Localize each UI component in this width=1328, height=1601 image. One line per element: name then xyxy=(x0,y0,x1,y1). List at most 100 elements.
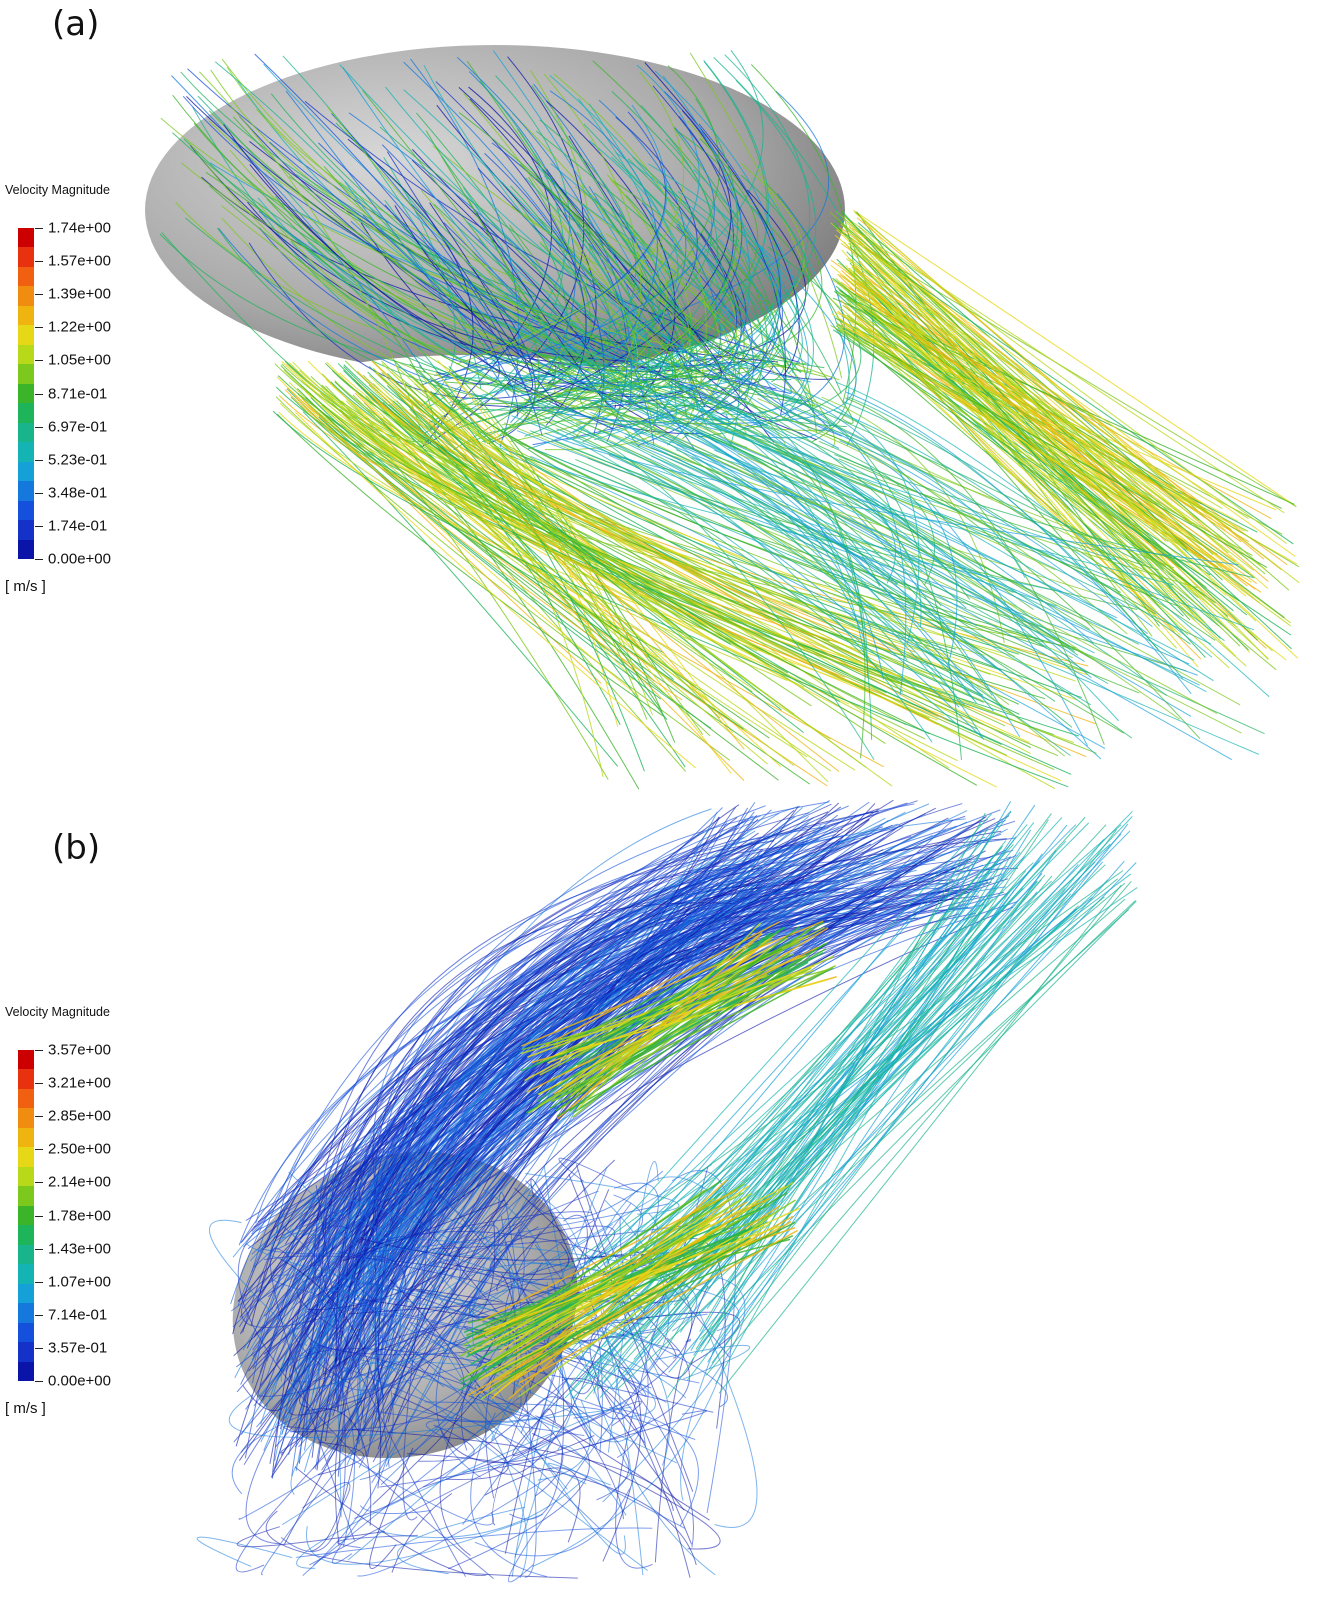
streamline xyxy=(463,1205,767,1334)
streamline xyxy=(296,388,779,781)
streamline xyxy=(503,422,1073,659)
colorbar-tick-label: 1.74e+00 xyxy=(48,219,111,237)
streamline xyxy=(254,53,526,388)
streamline xyxy=(708,850,1057,1370)
streamline xyxy=(320,385,832,772)
streamline xyxy=(847,218,1287,544)
colorbar-band xyxy=(18,305,34,326)
streamline xyxy=(396,1226,626,1555)
colorbar-tick-label: 3.57e+00 xyxy=(48,1041,111,1059)
streamline xyxy=(294,1466,487,1576)
streamline xyxy=(426,1419,585,1441)
streamline xyxy=(579,973,768,1079)
streamline xyxy=(572,943,826,1114)
streamline xyxy=(289,362,697,687)
streamline xyxy=(718,884,1122,1394)
colorbar-tick-label: 2.50e+00 xyxy=(48,1140,111,1158)
streamline xyxy=(378,1211,593,1244)
colorbar-tick-label: 1.57e+00 xyxy=(48,252,111,270)
streamline xyxy=(583,123,814,414)
colorbar-tick-label: 2.85e+00 xyxy=(48,1107,111,1125)
colorbar-tick-label: 0.00e+00 xyxy=(48,1372,111,1390)
streamline xyxy=(344,181,770,366)
streamline xyxy=(424,1401,605,1419)
colorbar-tick xyxy=(35,459,43,461)
streamline xyxy=(491,1237,751,1388)
streamline xyxy=(524,98,739,437)
streamline xyxy=(576,232,650,443)
streamline xyxy=(382,401,957,650)
streamline xyxy=(597,1363,626,1420)
streamline xyxy=(449,140,679,403)
streamline xyxy=(258,227,720,399)
streamline xyxy=(679,420,881,587)
streamline xyxy=(847,298,1207,534)
colorbar-tick xyxy=(35,559,43,560)
colorbar-tick xyxy=(35,1050,43,1051)
streamline xyxy=(420,189,556,396)
streamline xyxy=(558,1157,639,1193)
streamline xyxy=(441,1164,713,1345)
streamline xyxy=(561,1377,691,1578)
streamline xyxy=(532,1362,725,1567)
streamline xyxy=(784,402,1191,645)
streamline xyxy=(280,1302,530,1454)
streamline xyxy=(855,270,1232,531)
streamline xyxy=(278,411,945,716)
streamline xyxy=(496,1159,616,1292)
streamline xyxy=(603,851,1021,1383)
streamline xyxy=(298,884,819,1315)
streamline xyxy=(514,1193,752,1344)
colorbar-band xyxy=(18,383,34,404)
streamline xyxy=(597,428,1056,702)
streamline xyxy=(500,1215,537,1578)
streamline xyxy=(847,294,1206,597)
streamline xyxy=(324,1266,678,1464)
streamline xyxy=(456,71,685,365)
streamline xyxy=(592,432,1065,757)
streamline xyxy=(509,1226,753,1376)
streamline xyxy=(258,800,894,1406)
streamline xyxy=(355,878,1008,1441)
streamline xyxy=(533,390,1242,734)
streamline xyxy=(223,124,555,377)
streamline xyxy=(264,840,859,1248)
streamline xyxy=(359,1505,432,1514)
streamline xyxy=(611,91,787,380)
streamline xyxy=(529,430,1044,642)
streamline xyxy=(750,64,857,404)
streamline xyxy=(309,1342,356,1547)
streamline xyxy=(315,918,725,1350)
streamline xyxy=(527,418,960,727)
streamline xyxy=(611,156,794,374)
streamline xyxy=(289,1349,465,1433)
colorbar-band xyxy=(18,1205,34,1226)
streamline xyxy=(241,1270,385,1328)
streamline xyxy=(182,95,792,395)
streamline xyxy=(438,1269,656,1418)
colorbar-band xyxy=(18,1186,34,1206)
panel-label-b: (b) xyxy=(52,828,101,868)
colorbar-band xyxy=(18,1166,34,1187)
streamline xyxy=(397,1506,526,1575)
streamline xyxy=(208,120,696,372)
streamline xyxy=(768,389,1143,564)
colorbar xyxy=(18,1050,34,1381)
streamline xyxy=(185,217,590,400)
streamline xyxy=(624,436,899,585)
streamline xyxy=(384,232,847,428)
streamline xyxy=(388,413,1055,770)
streamline xyxy=(658,391,1048,650)
streamline xyxy=(251,850,786,1384)
streamline xyxy=(654,410,975,700)
streamline xyxy=(397,388,649,658)
colorbar-tick xyxy=(35,327,43,329)
colorbar-band xyxy=(18,422,34,443)
streamline xyxy=(391,371,1056,790)
streamline xyxy=(331,402,794,643)
colorbar-band xyxy=(18,266,34,287)
streamline xyxy=(410,58,520,448)
colorbar-band xyxy=(18,325,34,345)
streamline xyxy=(283,1203,509,1546)
streamline xyxy=(484,1467,581,1543)
